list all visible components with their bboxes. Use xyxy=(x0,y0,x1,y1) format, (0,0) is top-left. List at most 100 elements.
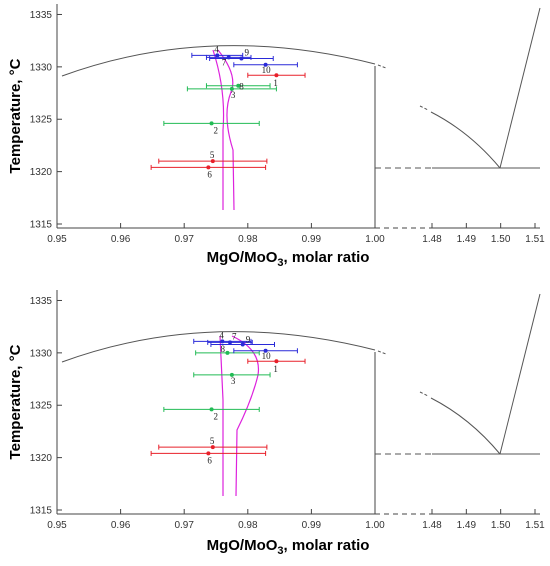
data-point-5: 5 xyxy=(158,150,268,164)
data-point-10: 10 xyxy=(233,348,298,361)
x-tick-label: 0.99 xyxy=(302,234,322,245)
data-point-10: 10 xyxy=(233,62,298,75)
x-axis-title: MgO/MoO3, molar ratio xyxy=(207,249,370,269)
point-marker xyxy=(263,348,268,353)
eutectic-curve-left-dashed xyxy=(419,391,429,397)
point-label: 2 xyxy=(214,125,219,135)
y-tick-label: 1335 xyxy=(30,10,53,21)
liquidus-curve xyxy=(61,331,376,363)
point-label: 8 xyxy=(220,344,225,354)
point-marker xyxy=(210,159,215,164)
x-tick-label: 0.99 xyxy=(302,520,322,531)
point-marker xyxy=(239,56,244,61)
liquidus-curve-dashed xyxy=(377,64,387,69)
point-label: 4 xyxy=(214,44,219,54)
point-marker xyxy=(227,340,232,345)
point-label: 1 xyxy=(273,364,278,374)
x-ticks: 0.95 0.96 0.97 0.98 0.99 1.00 1.48 1.49 1.50 1.51 xyxy=(47,223,545,245)
y-tick-label: 1330 xyxy=(30,348,53,359)
x-axis-title-main: MgO/MoO xyxy=(207,537,278,554)
point-marker xyxy=(206,451,211,456)
x-axis-title-sub: 3 xyxy=(277,257,283,269)
point-label: 3 xyxy=(231,90,236,100)
data-point-5: 5 xyxy=(158,436,268,450)
x-axis-title-tail: , molar ratio xyxy=(284,537,370,554)
eutectic-curve-right xyxy=(499,293,541,455)
point-label: 2 xyxy=(214,411,219,421)
x-tick-label: 0.98 xyxy=(238,234,258,245)
y-tick-label: 1330 xyxy=(30,62,53,73)
data-point-1: 1 xyxy=(247,72,306,88)
point-marker xyxy=(274,73,279,78)
data-point-9: 9 xyxy=(210,334,276,347)
x-tick-label: 1.00 xyxy=(365,520,385,531)
point-label: 6 xyxy=(207,455,212,465)
point-label: 7 xyxy=(222,57,227,67)
x-tick-label: 0.95 xyxy=(47,234,67,245)
magenta-curve-left xyxy=(212,49,225,210)
x-axis-title: MgO/MoO3, molar ratio xyxy=(207,537,370,557)
point-marker xyxy=(229,86,234,91)
point-marker xyxy=(240,342,245,347)
y-axis-title: Temperature, °C xyxy=(7,344,24,459)
x-tick-label: 1.49 xyxy=(457,520,477,531)
data-point-3: 3 xyxy=(186,86,277,100)
data-point-1: 1 xyxy=(247,358,306,374)
y-tick-label: 1325 xyxy=(30,401,53,412)
point-marker xyxy=(209,407,214,412)
point-label: 7 xyxy=(232,331,237,341)
y-tick-label: 1335 xyxy=(30,296,53,307)
magenta-curve-right xyxy=(231,335,260,497)
point-label: 5 xyxy=(210,436,215,446)
x-tick-label: 1.51 xyxy=(525,234,545,245)
x-tick-label: 0.96 xyxy=(111,520,131,531)
point-marker xyxy=(225,350,230,355)
point-marker xyxy=(229,372,234,377)
x-tick-label: 1.51 xyxy=(525,520,545,531)
x-tick-label: 0.98 xyxy=(238,520,258,531)
liquidus-curve xyxy=(61,45,376,77)
data-point-9: 9 xyxy=(209,47,274,61)
data-points: 1 2 3 4 5 6 78 9 10 xyxy=(150,330,306,465)
x-axis-title-tail: , molar ratio xyxy=(284,249,370,266)
eutectic-curve-left-dashed xyxy=(419,105,429,111)
data-point-3: 3 xyxy=(193,372,271,386)
x-tick-label: 0.95 xyxy=(47,520,67,531)
x-tick-label: 1.49 xyxy=(457,234,477,245)
x-tick-label: 1.48 xyxy=(422,234,442,245)
point-marker xyxy=(210,445,215,450)
y-ticks: 1315 1320 1325 1330 1335 xyxy=(30,10,62,231)
point-marker xyxy=(206,165,211,170)
y-tick-label: 1315 xyxy=(30,220,53,231)
point-marker xyxy=(263,62,268,67)
magenta-curve-left xyxy=(219,335,224,496)
data-point-6: 6 xyxy=(150,164,267,179)
y-axis-title: Temperature, °C xyxy=(7,58,24,173)
data-point-2: 2 xyxy=(163,406,260,421)
x-tick-label: 1.50 xyxy=(491,520,511,531)
liquidus-curve-dashed xyxy=(377,350,387,355)
point-marker xyxy=(236,83,241,88)
x-tick-label: 1.00 xyxy=(365,234,385,245)
y-ticks: 1315 1320 1325 1330 1335 xyxy=(30,296,62,517)
point-label: 5 xyxy=(210,150,215,160)
point-label: 1 xyxy=(273,78,278,88)
y-tick-label: 1320 xyxy=(30,453,53,464)
point-label: 9 xyxy=(244,47,249,57)
point-label: 4 xyxy=(219,330,224,340)
x-tick-label: 0.96 xyxy=(111,234,131,245)
data-point-8: 8 xyxy=(205,82,271,92)
data-point-2: 2 xyxy=(163,120,260,135)
y-tick-label: 1320 xyxy=(30,167,53,178)
x-tick-label: 0.97 xyxy=(174,520,194,531)
data-point-4: 4 xyxy=(191,44,244,58)
x-tick-label: 1.48 xyxy=(422,520,442,531)
magenta-curve-right xyxy=(217,49,235,211)
eutectic-curve-left xyxy=(430,111,501,169)
x-axis-title-main: MgO/MoO xyxy=(207,249,278,266)
point-marker xyxy=(209,121,214,126)
point-marker xyxy=(215,53,220,58)
y-tick-label: 1325 xyxy=(30,115,53,126)
